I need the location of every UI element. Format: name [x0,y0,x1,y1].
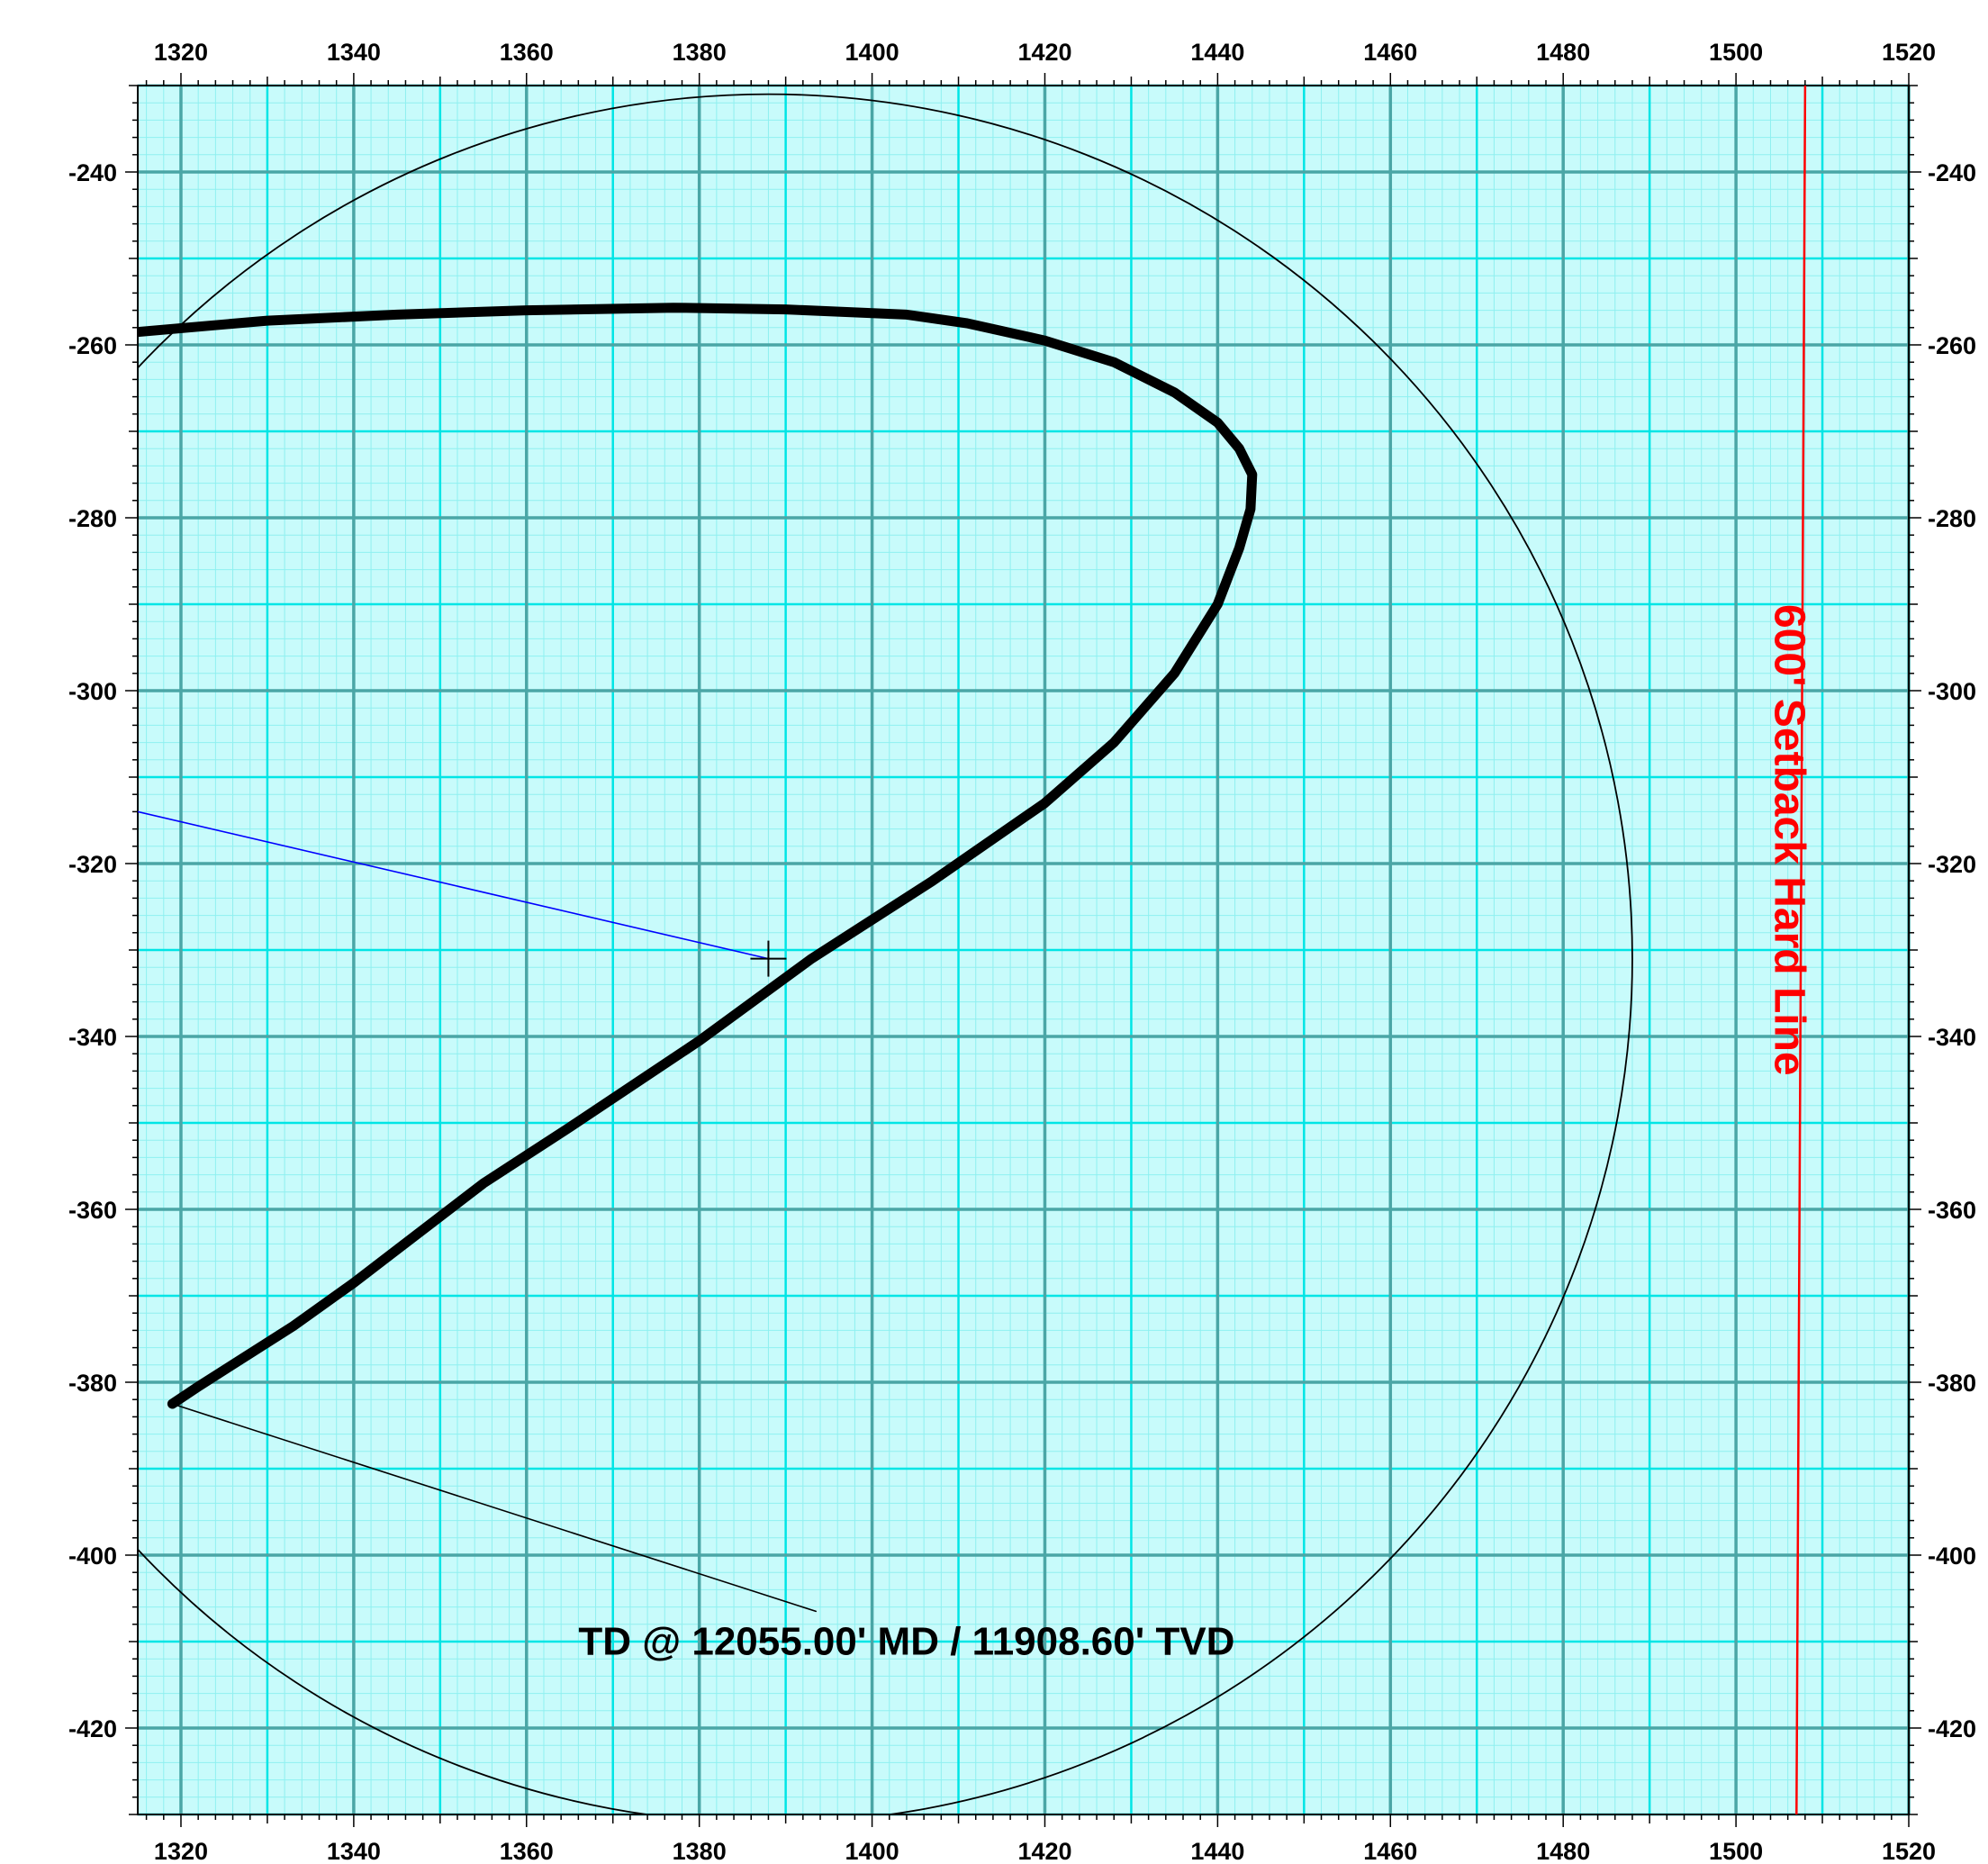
x-tick-label-bottom: 1360 [500,1838,554,1864]
radius-circle [138,93,1633,1814]
blue-leader-line [138,810,770,960]
y-tick-label-right: -420 [1928,1715,1976,1742]
y-tick-label-right: -380 [1928,1370,1976,1397]
y-tick-label-right: -280 [1928,505,1976,532]
x-tick-label-bottom: 1320 [154,1838,208,1864]
x-tick-label-bottom: 1400 [845,1838,899,1864]
x-tick-label-bottom: 1380 [673,1838,727,1864]
x-tick-label-bottom: 1520 [1882,1838,1936,1864]
y-tick-label-right: -400 [1928,1543,1976,1570]
td-annotation: TD @ 12055.00' MD / 11908.60' TVD [578,1619,1234,1663]
x-tick-label-top: 1460 [1363,39,1417,66]
grid-major-lines [138,86,1911,1814]
series-layer [138,86,1807,1814]
y-tick-label-right: -240 [1928,159,1976,186]
y-tick-label-right: -260 [1928,332,1976,359]
x-tick-label-bottom: 1500 [1709,1838,1763,1864]
y-tick-label-left: -380 [68,1370,117,1397]
y-tick-label-right: -340 [1928,1024,1976,1051]
x-tick-label-top: 1480 [1536,39,1590,66]
td-leader-line [171,1403,818,1613]
x-tick-label-top: 1440 [1190,39,1244,66]
y-tick-label-right: -300 [1928,678,1976,705]
y-tick-label-right: -360 [1928,1197,1976,1224]
y-tick-label-left: -240 [68,159,117,186]
y-tick-label-left: -400 [68,1543,117,1570]
x-tick-label-bottom: 1460 [1363,1838,1417,1864]
tick-labels: 1320 1320 1340 1340 1360 1360 1380 1380 1400 1400… [68,39,1976,1864]
x-tick-label-bottom: 1340 [327,1838,381,1864]
plot-frame [137,85,1910,1815]
setback-hard-line [1795,86,1807,1814]
y-tick-label-left: -260 [68,332,117,359]
x-tick-label-top: 1400 [845,39,899,66]
x-tick-label-top: 1360 [500,39,554,66]
x-tick-label-top: 1320 [154,39,208,66]
y-tick-label-left: -300 [68,678,117,705]
x-tick-label-top: 1420 [1017,39,1071,66]
y-tick-label-left: -360 [68,1197,117,1224]
y-tick-label-left: -420 [68,1715,117,1742]
x-tick-label-bottom: 1480 [1536,1838,1590,1864]
x-tick-label-top: 1520 [1882,39,1936,66]
x-tick-label-top: 1380 [673,39,727,66]
x-tick-label-top: 1340 [327,39,381,66]
x-tick-label-top: 1500 [1709,39,1763,66]
x-tick-label-bottom: 1440 [1190,1838,1244,1864]
y-tick-label-left: -280 [68,505,117,532]
wellbore-path-line [138,303,1258,1409]
x-tick-label-bottom: 1420 [1017,1838,1071,1864]
y-tick-label-right: -320 [1928,851,1976,878]
setback-annotation: 600' Setback Hard Line [1765,604,1812,1076]
y-tick-label-left: -320 [68,851,117,878]
y-tick-label-left: -340 [68,1024,117,1051]
